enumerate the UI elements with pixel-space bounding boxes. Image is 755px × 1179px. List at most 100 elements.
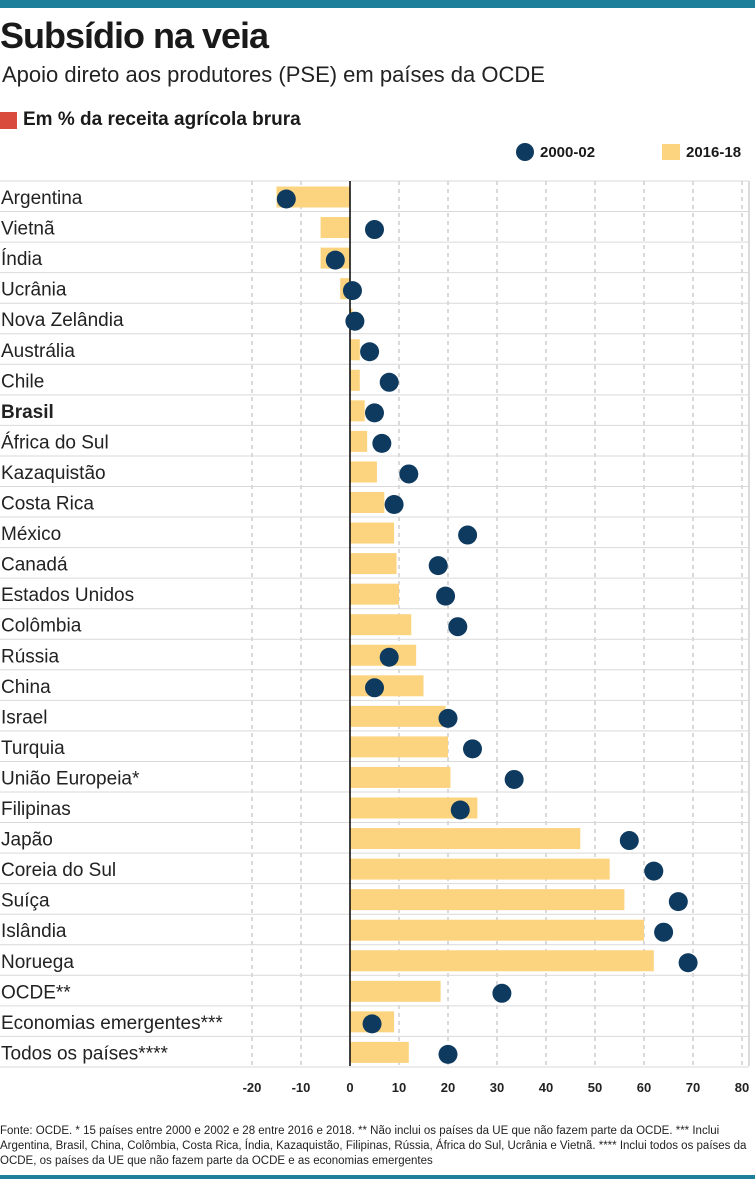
dot-2000-02 — [379, 647, 399, 667]
bar-2016-18 — [350, 858, 610, 880]
dot-2000-02 — [276, 189, 296, 209]
category-label: Islândia — [1, 921, 67, 942]
category-label: Argentina — [1, 188, 83, 209]
category-label: China — [1, 677, 51, 698]
tick-label: 20 — [441, 1080, 455, 1095]
dot-2000-02 — [428, 556, 448, 576]
footnote: Fonte: OCDE. * 15 países entre 2000 e 20… — [0, 1125, 747, 1167]
category-label: Ucrânia — [1, 280, 67, 301]
category-label: União Europeia* — [1, 768, 140, 789]
bar-2016-18 — [320, 217, 350, 239]
bar-2016-18 — [350, 980, 441, 1002]
chart-title: Subsídio na veia — [0, 15, 269, 56]
tick-label: 70 — [686, 1080, 700, 1095]
bar-2016-18 — [350, 369, 360, 391]
category-label: Japão — [1, 830, 53, 851]
category-label: Índia — [1, 249, 43, 270]
category-label: África do Sul — [1, 432, 109, 453]
bar-2016-18 — [350, 797, 478, 819]
category-label: Austrália — [1, 341, 75, 362]
dot-2000-02 — [492, 983, 512, 1003]
dot-2000-02 — [342, 281, 362, 301]
dot-2000-02 — [678, 953, 698, 973]
unit-label-text: Em % da receita agrícola brura — [23, 109, 301, 130]
category-label: Coreia do Sul — [1, 860, 116, 881]
dot-2000-02 — [325, 250, 345, 270]
category-label: Chile — [1, 371, 44, 392]
dot-2000-02 — [365, 220, 384, 240]
chart-subtitle: Apoio direto aos produtores (PSE) em paí… — [2, 62, 545, 87]
tick-label: 10 — [392, 1080, 406, 1095]
dot-2000-02 — [372, 433, 392, 453]
category-label: Costa Rica — [1, 494, 94, 515]
dot-2000-02 — [436, 586, 456, 606]
dot-2000-02 — [504, 769, 524, 789]
category-label: Noruega — [1, 952, 74, 973]
category-label: Rússia — [1, 646, 60, 667]
legend-label-2016-18: 2016-18 — [686, 143, 742, 161]
dot-2000-02 — [362, 1014, 382, 1034]
legend-item-2000-02: 2000-02 — [516, 141, 595, 163]
tick-label: 40 — [539, 1080, 553, 1095]
dot-2000-02 — [345, 311, 365, 331]
bar-2016-18 — [350, 919, 644, 941]
bar-2016-18 — [350, 492, 385, 513]
category-label: Colômbia — [1, 616, 82, 637]
dot-2000-02 — [365, 678, 384, 698]
unit-label: Em % da receita agrícola brura — [0, 108, 301, 132]
unit-square-icon — [0, 111, 17, 129]
dot-2000-02 — [450, 800, 470, 820]
category-label: Suíça — [1, 891, 50, 912]
dot-2000-02 — [365, 403, 384, 423]
category-label: Economias emergentes*** — [1, 1013, 223, 1034]
tick-label: 0 — [346, 1080, 353, 1095]
bar-2016-18 — [350, 950, 654, 972]
legend-dot-icon — [516, 143, 534, 161]
tick-label: -10 — [292, 1080, 311, 1095]
category-label: Israel — [1, 707, 47, 728]
dot-2000-02 — [448, 617, 468, 637]
category-label: Nova Zelândia — [1, 310, 124, 331]
category-label: Todos os países**** — [1, 1043, 168, 1064]
tick-label: 80 — [735, 1080, 749, 1095]
dot-2000-02 — [438, 708, 458, 728]
dot-2000-02 — [668, 892, 688, 912]
tick-label: 60 — [637, 1080, 651, 1095]
bar-2016-18 — [350, 339, 360, 361]
bar-2016-18 — [350, 614, 412, 636]
bar-2016-18 — [350, 522, 395, 544]
legend-label-2000-02: 2000-02 — [540, 143, 596, 161]
bar-2016-18 — [350, 461, 377, 483]
bar-2016-18 — [350, 430, 368, 452]
bar-2016-18 — [350, 583, 399, 605]
bar-2016-18 — [350, 400, 365, 422]
bar-2016-18 — [350, 736, 448, 758]
category-label: México — [1, 524, 61, 545]
top-accent-bar — [0, 0, 755, 8]
bar-2016-18 — [350, 1041, 409, 1063]
dot-2000-02 — [619, 831, 639, 851]
legend-item-2016-18: 2016-18 — [662, 141, 741, 163]
dot-2000-02 — [654, 922, 674, 942]
category-label: OCDE** — [1, 982, 71, 1003]
category-label: Canadá — [1, 555, 68, 576]
bar-2016-18 — [350, 766, 451, 788]
category-label: Brasil — [1, 402, 54, 423]
bar-2016-18 — [350, 553, 397, 575]
category-label: Turquia — [1, 738, 65, 759]
dot-2000-02 — [379, 372, 399, 392]
bar-2016-18 — [350, 889, 625, 911]
bottom-accent-bar — [0, 1175, 755, 1179]
category-label: Vietnã — [1, 219, 55, 240]
category-label: Filipinas — [1, 799, 71, 820]
tick-label: 50 — [588, 1080, 602, 1095]
chart-plot: Argentina Vietnã Índia Ucrânia Nova Zelândia… — [0, 180, 750, 1095]
category-label: Kazaquistão — [1, 463, 106, 484]
legend-bar-icon — [662, 144, 680, 160]
dot-2000-02 — [360, 342, 380, 362]
bar-2016-18 — [350, 828, 581, 850]
dot-2000-02 — [463, 739, 482, 759]
tick-label: 30 — [490, 1080, 504, 1095]
dot-2000-02 — [644, 861, 664, 881]
dot-2000-02 — [458, 525, 478, 545]
